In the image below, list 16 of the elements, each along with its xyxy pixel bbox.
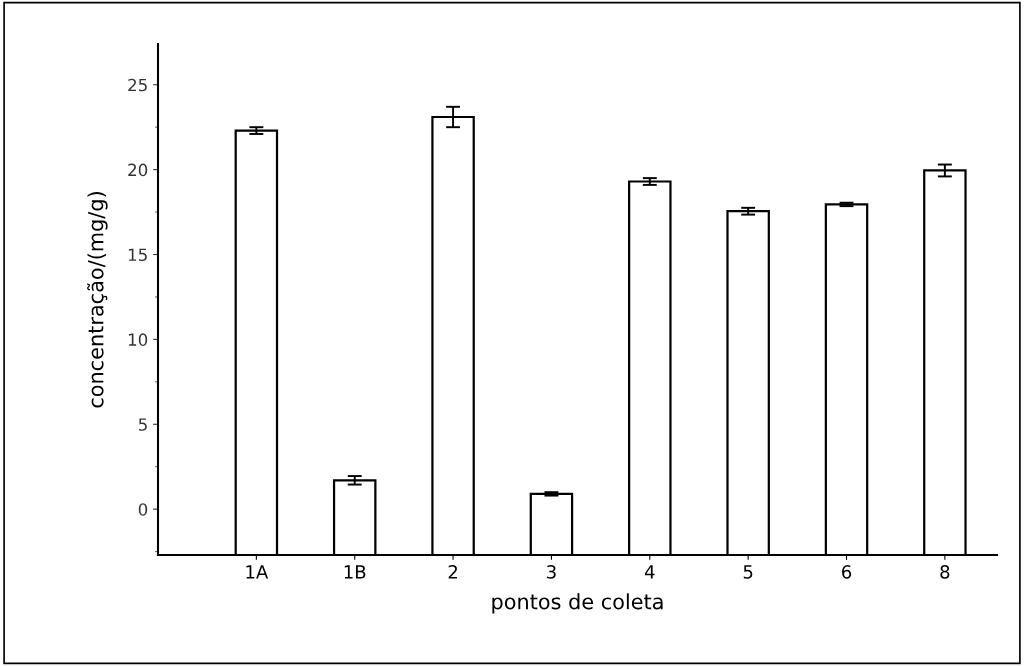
- y-tick-label: 5: [138, 418, 147, 431]
- x-tick-label: 1A: [246, 565, 269, 579]
- x-tick-label: 3: [547, 565, 556, 579]
- x-tick-label: 6: [842, 565, 852, 579]
- x-axis-title: pontos de coleta: [492, 593, 663, 614]
- x-tick-label: 8: [940, 565, 950, 579]
- y-tick-label: 0: [138, 503, 148, 516]
- x-tick-label: 5: [743, 565, 753, 579]
- y-axis-title: concentração/(mg/g): [87, 192, 108, 408]
- y-tick-label: 20: [128, 163, 148, 177]
- y-tick-label: 25: [128, 78, 147, 92]
- x-tick-label: 1B: [344, 565, 366, 579]
- x-tick-label: 2: [448, 565, 458, 579]
- y-tick-label: 15: [128, 248, 147, 262]
- y-tick-label: 10: [128, 333, 148, 346]
- x-tick-label: 4: [644, 565, 655, 579]
